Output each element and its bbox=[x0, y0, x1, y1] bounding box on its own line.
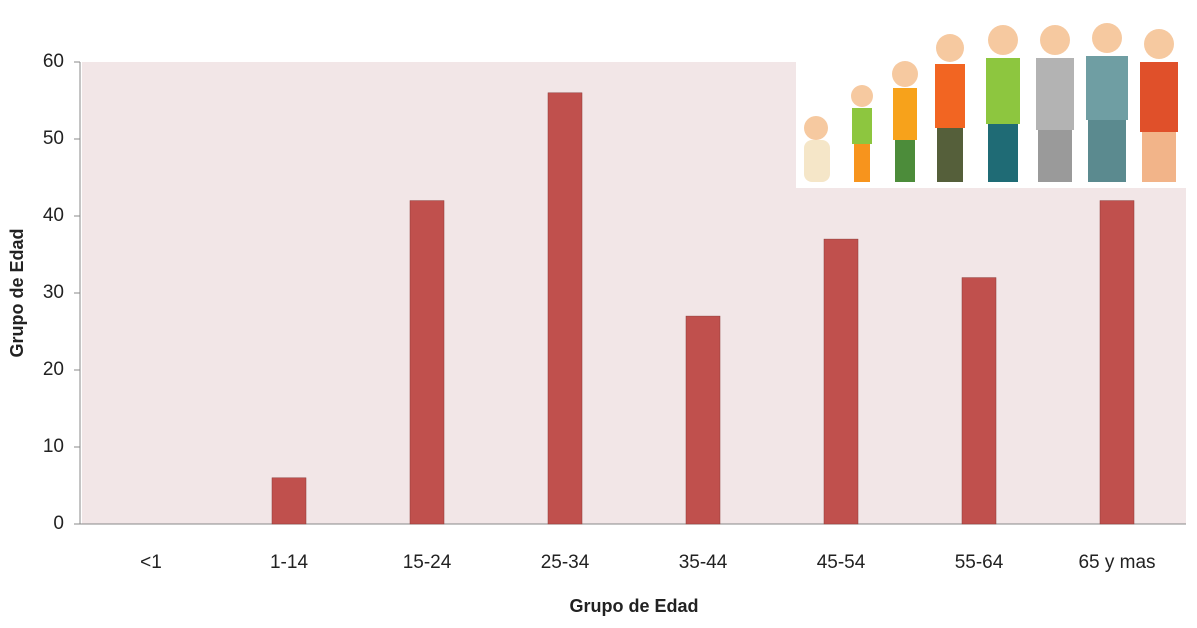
x-tick-label: 65 y mas bbox=[1078, 552, 1155, 573]
figure bbox=[892, 61, 918, 182]
y-tick-label: 60 bbox=[43, 51, 64, 72]
x-tick-label: 55-64 bbox=[955, 552, 1004, 573]
page: Grupo de Edad Grupo de Edad 0 10 20 30 40 50 6… bbox=[0, 0, 1197, 628]
y-tick-label: 0 bbox=[53, 513, 64, 534]
x-tick-label: 1-14 bbox=[270, 552, 308, 573]
y-tick-label: 20 bbox=[43, 359, 64, 380]
x-tick-label: 25-34 bbox=[541, 552, 590, 573]
y-tick-label: 30 bbox=[43, 282, 64, 303]
bar bbox=[686, 316, 720, 524]
x-tick-label: <1 bbox=[140, 552, 162, 573]
x-axis-title: Grupo de Edad bbox=[569, 596, 698, 616]
figure bbox=[986, 25, 1020, 182]
figure bbox=[851, 85, 873, 182]
people-illustration bbox=[796, 20, 1186, 188]
bar bbox=[410, 201, 444, 524]
figure bbox=[935, 34, 965, 182]
x-tick-label: 15-24 bbox=[403, 552, 452, 573]
bar bbox=[824, 239, 858, 524]
bar bbox=[272, 478, 306, 524]
y-tick-label: 50 bbox=[43, 128, 64, 149]
y-tick-label: 10 bbox=[43, 436, 64, 457]
bar bbox=[548, 93, 582, 524]
y-tick-label: 40 bbox=[43, 205, 64, 226]
y-axis-title: Grupo de Edad bbox=[7, 228, 27, 357]
chart: Grupo de Edad Grupo de Edad 0 10 20 30 40 50 6… bbox=[0, 0, 1197, 628]
figure bbox=[804, 116, 830, 182]
bar bbox=[962, 278, 996, 524]
x-tick-label: 45-54 bbox=[817, 552, 866, 573]
bar bbox=[1100, 201, 1134, 524]
x-tick-label: 35-44 bbox=[679, 552, 728, 573]
